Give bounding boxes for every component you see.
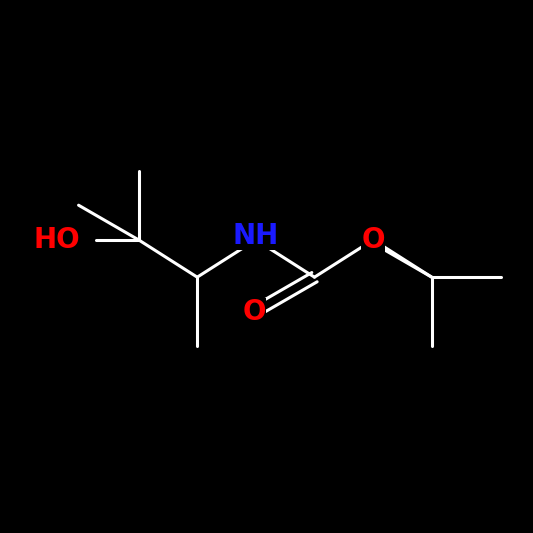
Text: O: O	[243, 298, 266, 326]
Text: NH: NH	[233, 222, 279, 249]
Text: O: O	[361, 226, 385, 254]
Text: HO: HO	[34, 226, 80, 254]
